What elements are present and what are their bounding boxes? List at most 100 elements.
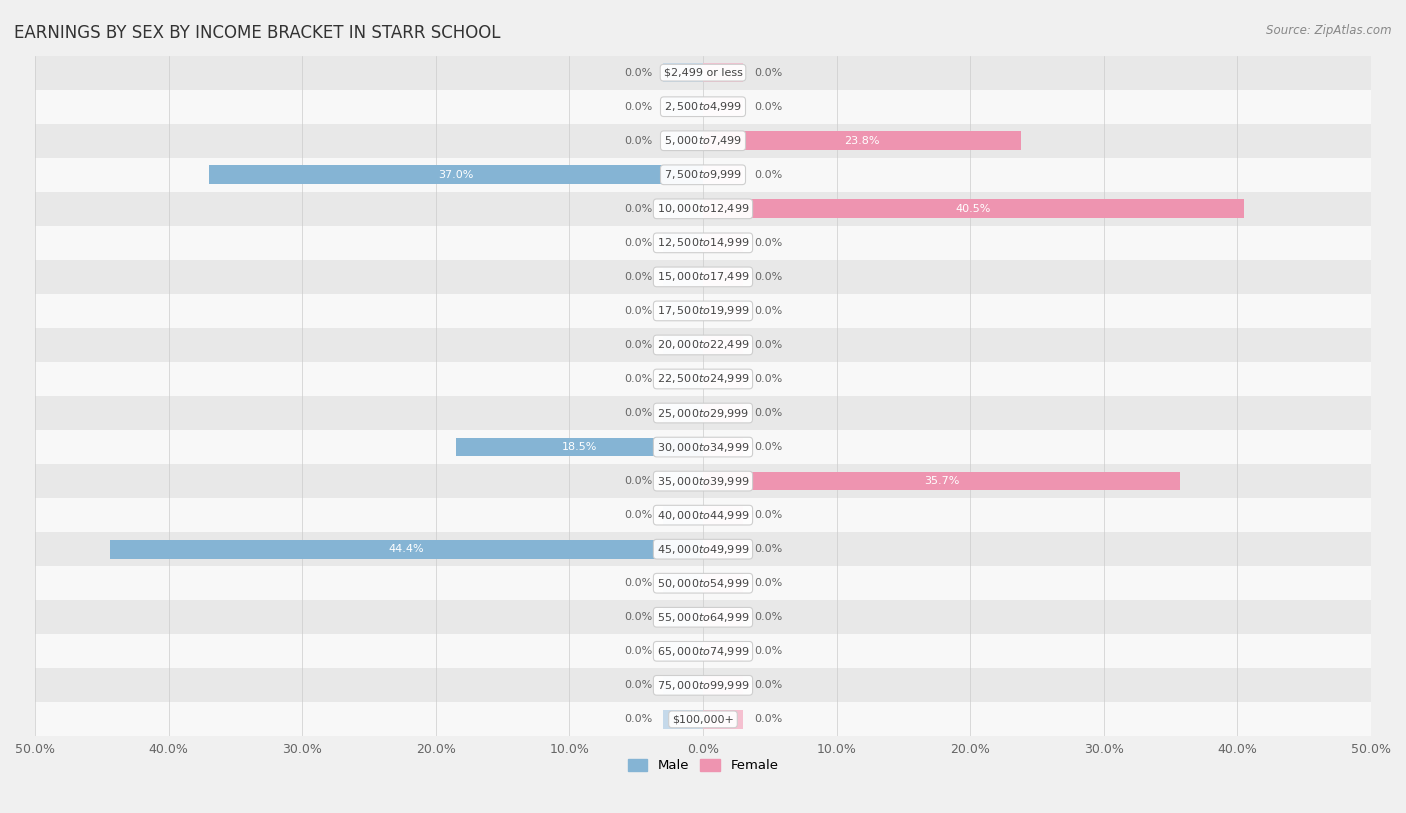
Bar	[703, 336, 744, 354]
Bar	[703, 370, 744, 389]
Text: $25,000 to $29,999: $25,000 to $29,999	[657, 406, 749, 420]
Bar	[703, 199, 1244, 218]
Text: $75,000 to $99,999: $75,000 to $99,999	[657, 679, 749, 692]
Bar	[208, 165, 703, 184]
Text: $17,500 to $19,999: $17,500 to $19,999	[657, 304, 749, 317]
Text: $40,000 to $44,999: $40,000 to $44,999	[657, 509, 749, 522]
Bar	[703, 267, 744, 286]
Bar	[703, 540, 744, 559]
Text: 0.0%: 0.0%	[624, 238, 652, 248]
Bar	[35, 260, 1371, 294]
Bar	[662, 98, 703, 116]
Text: 0.0%: 0.0%	[624, 204, 652, 214]
Bar	[703, 132, 1021, 150]
Bar	[703, 710, 744, 728]
Text: 0.0%: 0.0%	[624, 102, 652, 111]
Bar	[703, 165, 744, 184]
Bar	[703, 98, 744, 116]
Bar	[703, 63, 744, 82]
Text: 0.0%: 0.0%	[754, 272, 782, 282]
Text: $50,000 to $54,999: $50,000 to $54,999	[657, 576, 749, 589]
Text: $15,000 to $17,499: $15,000 to $17,499	[657, 271, 749, 284]
Text: 0.0%: 0.0%	[754, 646, 782, 656]
Bar	[662, 404, 703, 423]
Bar	[662, 267, 703, 286]
Text: $2,499 or less: $2,499 or less	[664, 67, 742, 78]
Bar	[662, 676, 703, 694]
Bar	[35, 533, 1371, 566]
Text: $100,000+: $100,000+	[672, 715, 734, 724]
Text: $10,000 to $12,499: $10,000 to $12,499	[657, 202, 749, 215]
Bar	[35, 124, 1371, 158]
Bar	[35, 566, 1371, 600]
Text: 37.0%: 37.0%	[439, 170, 474, 180]
Text: 0.0%: 0.0%	[624, 680, 652, 690]
Bar	[35, 396, 1371, 430]
Bar	[703, 404, 744, 423]
Bar	[703, 437, 744, 456]
Bar	[662, 370, 703, 389]
Text: $12,500 to $14,999: $12,500 to $14,999	[657, 237, 749, 250]
Text: $2,500 to $4,999: $2,500 to $4,999	[664, 100, 742, 113]
Bar	[703, 676, 744, 694]
Text: 0.0%: 0.0%	[624, 67, 652, 78]
Bar	[662, 336, 703, 354]
Text: 0.0%: 0.0%	[754, 67, 782, 78]
Text: 0.0%: 0.0%	[754, 340, 782, 350]
Bar	[662, 710, 703, 728]
Text: 0.0%: 0.0%	[754, 715, 782, 724]
Bar	[35, 668, 1371, 702]
Text: EARNINGS BY SEX BY INCOME BRACKET IN STARR SCHOOL: EARNINGS BY SEX BY INCOME BRACKET IN STA…	[14, 24, 501, 42]
Text: 0.0%: 0.0%	[754, 612, 782, 622]
Text: 0.0%: 0.0%	[754, 510, 782, 520]
Text: 0.0%: 0.0%	[624, 578, 652, 589]
Bar	[703, 506, 744, 524]
Bar	[662, 233, 703, 252]
Text: 0.0%: 0.0%	[754, 408, 782, 418]
Text: $7,500 to $9,999: $7,500 to $9,999	[664, 168, 742, 181]
Text: 0.0%: 0.0%	[624, 306, 652, 316]
Bar	[35, 328, 1371, 362]
Bar	[703, 472, 1180, 490]
Text: 0.0%: 0.0%	[754, 102, 782, 111]
Bar	[662, 302, 703, 320]
Bar	[456, 437, 703, 456]
Text: $35,000 to $39,999: $35,000 to $39,999	[657, 475, 749, 488]
Bar	[662, 574, 703, 593]
Text: 0.0%: 0.0%	[754, 544, 782, 554]
Bar	[35, 55, 1371, 89]
Text: 0.0%: 0.0%	[624, 340, 652, 350]
Bar	[35, 634, 1371, 668]
Text: $30,000 to $34,999: $30,000 to $34,999	[657, 441, 749, 454]
Text: 0.0%: 0.0%	[624, 612, 652, 622]
Bar	[662, 608, 703, 627]
Text: $20,000 to $22,499: $20,000 to $22,499	[657, 338, 749, 351]
Bar	[35, 192, 1371, 226]
Bar	[35, 600, 1371, 634]
Text: 0.0%: 0.0%	[624, 374, 652, 384]
Text: $5,000 to $7,499: $5,000 to $7,499	[664, 134, 742, 147]
Text: $55,000 to $64,999: $55,000 to $64,999	[657, 611, 749, 624]
Text: 0.0%: 0.0%	[754, 680, 782, 690]
Text: 44.4%: 44.4%	[388, 544, 425, 554]
Text: $45,000 to $49,999: $45,000 to $49,999	[657, 543, 749, 555]
Bar	[35, 702, 1371, 737]
Text: Source: ZipAtlas.com: Source: ZipAtlas.com	[1267, 24, 1392, 37]
Text: 0.0%: 0.0%	[624, 510, 652, 520]
Bar	[35, 362, 1371, 396]
Bar	[703, 642, 744, 661]
Text: 40.5%: 40.5%	[956, 204, 991, 214]
Text: 0.0%: 0.0%	[624, 476, 652, 486]
Text: 0.0%: 0.0%	[624, 136, 652, 146]
Text: 18.5%: 18.5%	[562, 442, 598, 452]
Text: $22,500 to $24,999: $22,500 to $24,999	[657, 372, 749, 385]
Bar	[662, 132, 703, 150]
Bar	[35, 294, 1371, 328]
Text: $65,000 to $74,999: $65,000 to $74,999	[657, 645, 749, 658]
Bar	[35, 498, 1371, 533]
Text: 0.0%: 0.0%	[754, 578, 782, 589]
Bar	[35, 464, 1371, 498]
Text: 35.7%: 35.7%	[924, 476, 959, 486]
Bar	[703, 233, 744, 252]
Bar	[703, 608, 744, 627]
